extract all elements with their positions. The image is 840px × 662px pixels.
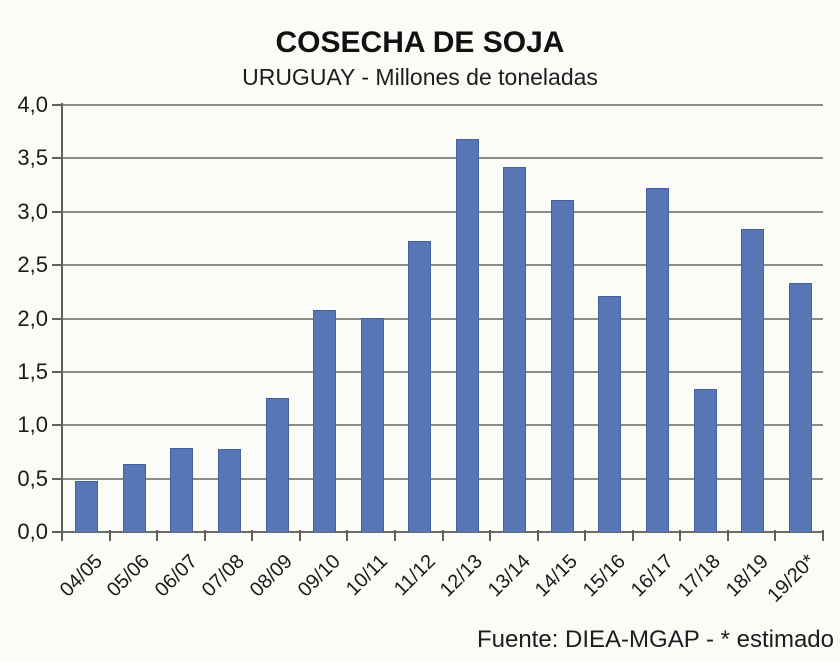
bar — [75, 480, 99, 532]
y-tick-label: 1,5 — [17, 358, 48, 384]
gridline — [62, 477, 823, 480]
bar — [741, 228, 765, 532]
bar — [788, 283, 812, 532]
y-tick-label: 2,0 — [17, 305, 48, 331]
gridline — [62, 370, 823, 373]
gridline — [62, 157, 823, 160]
bar — [503, 166, 527, 532]
x-axis-tick — [536, 530, 539, 541]
y-axis-tick — [52, 264, 62, 267]
gridline — [62, 317, 823, 320]
y-axis-tick — [52, 104, 62, 106]
y-axis-tick — [52, 477, 62, 480]
x-axis-tick — [822, 530, 824, 541]
gridline — [62, 210, 823, 213]
bar — [360, 317, 384, 532]
plot-area: 0,0 0,5 1,0 1,5 2,0 2,5 3,0 3,5 4,0 04/05 05/06 06/… — [17, 94, 824, 607]
x-axis-tick — [774, 530, 777, 541]
y-tick-label: 3,5 — [17, 145, 48, 171]
x-axis-tick — [679, 530, 682, 541]
x-axis-tick — [393, 530, 396, 541]
bar — [550, 200, 574, 532]
y-axis-tick — [52, 424, 62, 427]
gridline — [62, 424, 823, 427]
y-tick-label: 2,5 — [17, 252, 48, 278]
y-axis-tick — [52, 210, 62, 213]
y-axis-line — [61, 103, 63, 534]
y-tick-label: 0,0 — [17, 519, 48, 544]
y-tick-label: 1,0 — [17, 412, 48, 438]
bar — [313, 310, 337, 532]
bar — [122, 463, 146, 532]
x-axis-tick — [156, 530, 159, 541]
x-axis-tick — [108, 530, 111, 541]
bar — [455, 139, 479, 532]
y-axis-tick — [52, 370, 62, 373]
x-axis-tick — [726, 530, 729, 541]
y-tick-label: 0,5 — [17, 465, 48, 491]
x-axis-tick — [298, 530, 301, 541]
chart-subtitle: URUGUAY - Millones de toneladas — [242, 64, 598, 90]
x-axis-tick — [346, 530, 349, 541]
y-axis-tick — [52, 317, 62, 320]
chart-title: COSECHA DE SOJA — [275, 26, 565, 59]
gridline — [62, 104, 823, 106]
bar — [265, 397, 289, 532]
bar — [646, 188, 670, 532]
x-axis-tick — [489, 530, 492, 541]
y-axis-tick — [52, 531, 62, 533]
bar — [217, 448, 241, 532]
y-axis-tick — [52, 157, 62, 160]
x-axis-tick — [441, 530, 444, 541]
x-axis-tick — [203, 530, 206, 541]
chart-source-note: Fuente: DIEA-MGAP - * estimado — [476, 626, 834, 653]
x-axis-tick — [61, 530, 63, 541]
bar — [693, 389, 717, 532]
bar — [598, 296, 622, 532]
y-tick-label: 3,0 — [17, 198, 48, 224]
x-axis-tick — [584, 530, 587, 541]
bar — [408, 240, 432, 532]
x-axis-tick — [631, 530, 634, 541]
y-tick-label: 4,0 — [17, 92, 48, 117]
bar — [170, 447, 194, 532]
x-axis-tick — [251, 530, 254, 541]
gridline — [62, 264, 823, 267]
